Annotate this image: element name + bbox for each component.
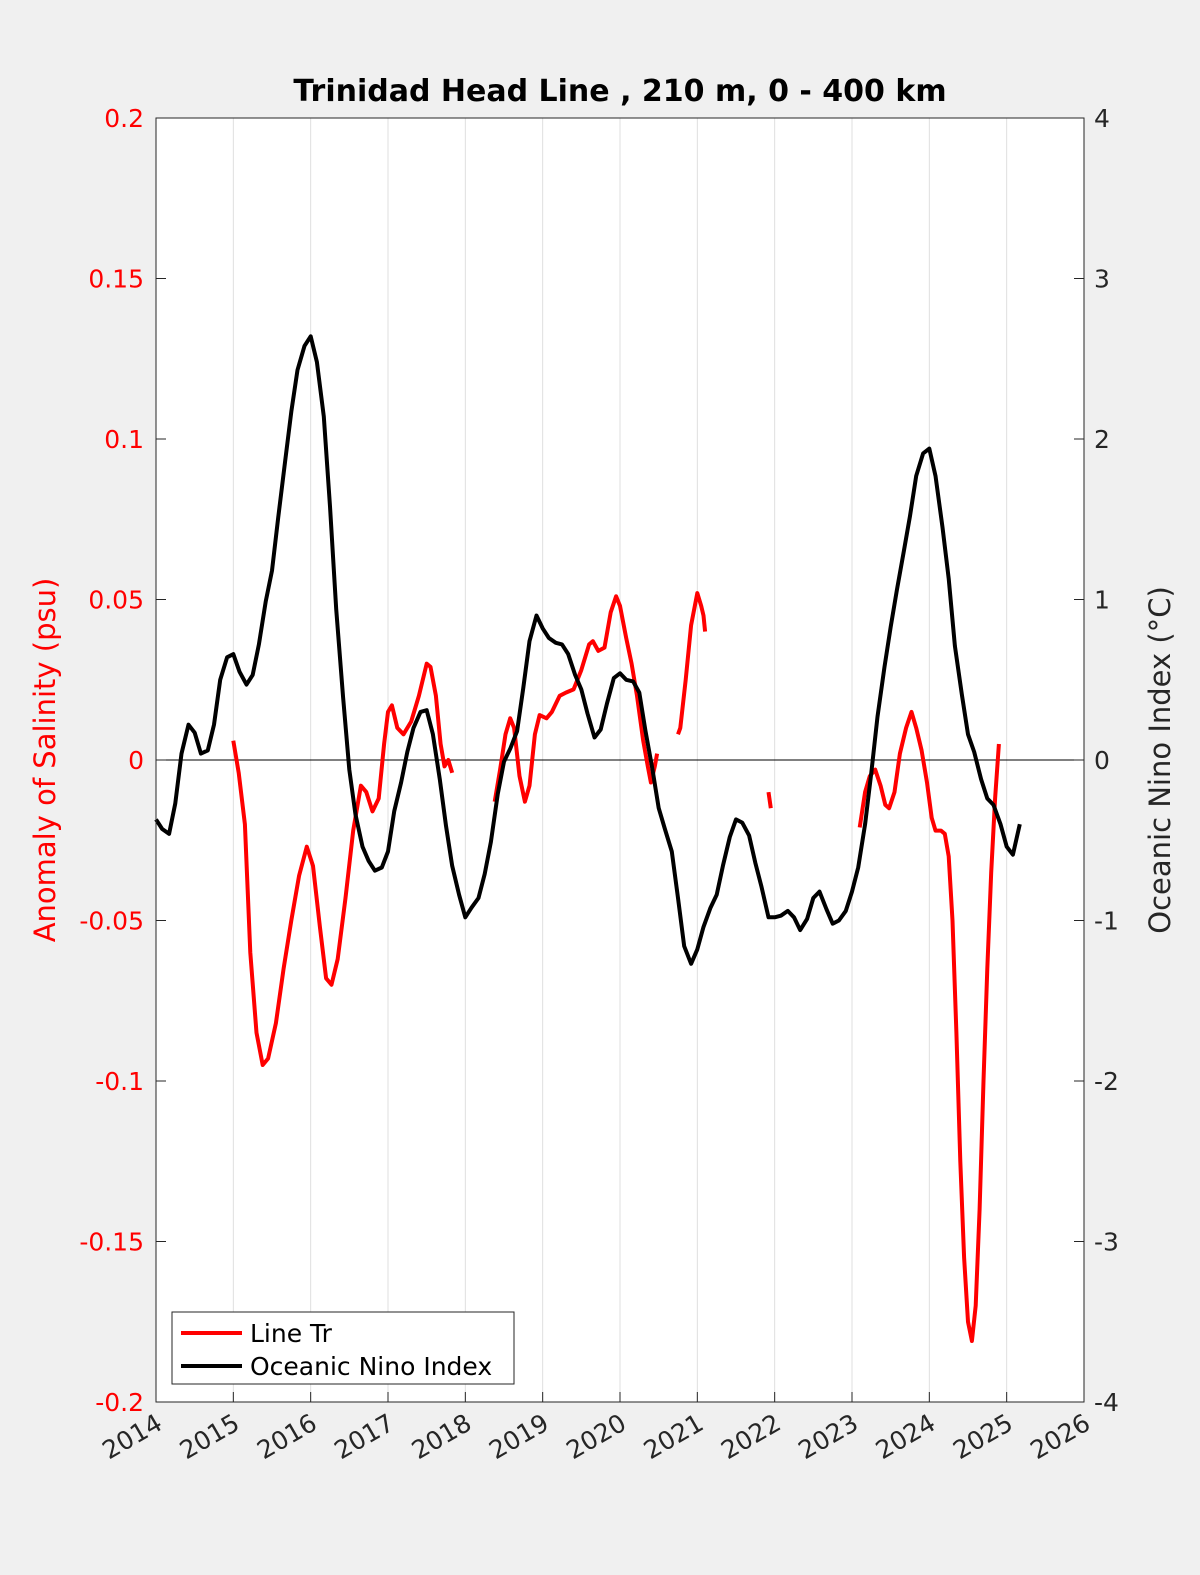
right-y-tick-label: 2 <box>1094 425 1110 454</box>
left-y-tick-label: -0.2 <box>95 1388 144 1417</box>
left-y-axis-label: Anomaly of Salinity (psu) <box>28 578 62 943</box>
right-y-tick-label: 3 <box>1094 265 1110 294</box>
legend-label-line-tr: Line Tr <box>250 1319 333 1348</box>
series-line-tr <box>676 591 708 735</box>
right-y-axis-ticks: -4 -3 -2 -1 0 1 2 3 4 <box>1074 104 1119 1417</box>
series-line-tr <box>231 661 455 1067</box>
right-y-tick-label: 4 <box>1094 104 1110 133</box>
series-oceanic-nino-index <box>154 334 1022 966</box>
series-line-tr <box>492 594 660 804</box>
left-y-axis-ticks: -0.2 -0.15 -0.1 -0.05 0 0.05 0.1 0.15 0.2 <box>79 104 166 1417</box>
series-line-tr <box>857 709 1001 1343</box>
series-line-tr <box>766 791 773 809</box>
left-y-tick-label: -0.15 <box>79 1228 144 1257</box>
series-lines <box>154 334 1022 1343</box>
left-y-tick-label: 0.05 <box>88 586 144 615</box>
right-y-tick-label: 0 <box>1094 746 1110 775</box>
left-y-tick-label: 0.2 <box>104 104 144 133</box>
left-y-tick-label: -0.1 <box>95 1067 144 1096</box>
right-y-tick-label: 1 <box>1094 586 1110 615</box>
right-y-tick-label: -4 <box>1094 1388 1119 1417</box>
legend-label-oni: Oceanic Nino Index <box>250 1352 492 1381</box>
left-y-tick-label: -0.05 <box>79 907 144 936</box>
right-y-tick-label: -2 <box>1094 1067 1119 1096</box>
left-y-tick-label: 0 <box>128 746 144 775</box>
right-y-tick-label: -3 <box>1094 1228 1119 1257</box>
legend: Line Tr Oceanic Nino Index <box>171 1311 515 1385</box>
left-y-tick-label: 0.15 <box>88 265 144 294</box>
right-y-tick-label: -1 <box>1094 907 1119 936</box>
chart-title: Trinidad Head Line , 210 m, 0 - 400 km <box>293 74 946 109</box>
legend-box <box>171 1311 515 1385</box>
right-y-axis-label: Oceanic Nino Index (°C) <box>1143 586 1177 934</box>
left-y-tick-label: 0.1 <box>104 425 144 454</box>
